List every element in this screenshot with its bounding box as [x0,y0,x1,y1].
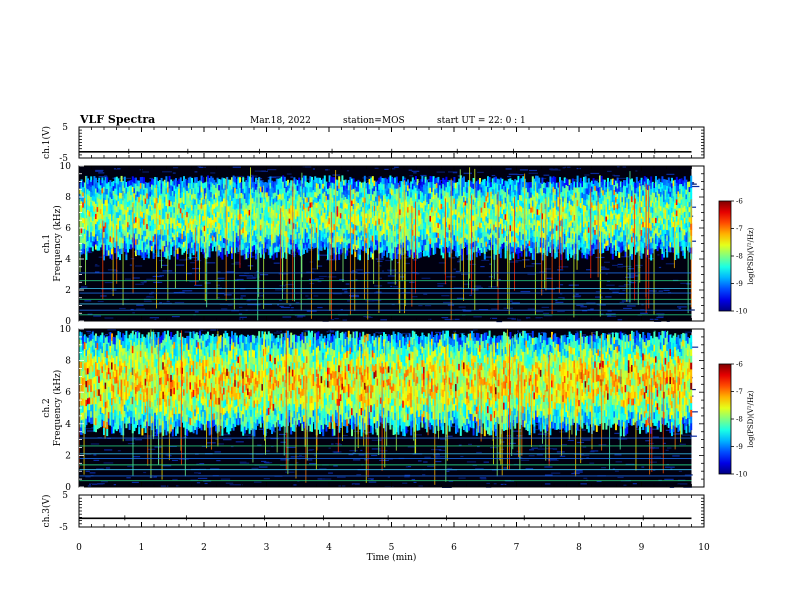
time-axis: 0 1 2 3 4 5 6 7 8 9 10 Time (min) [76,543,710,563]
x-tick-label: 2 [201,543,207,553]
y-tick-label: 0 [65,483,71,493]
colorbar-tick-label: -6 [736,361,743,369]
date-label: Mar.18, 2022 [250,116,311,126]
y-axis-label: ch.1(V) [41,126,52,159]
colorbar-label: log(PSD)(V²/Hz) [747,390,755,447]
y-tick-label: 0 [65,317,71,327]
x-tick-label: 10 [698,543,710,553]
ch1-spectrogram-panel: 0 2 4 6 8 10 ch.1Frequency (kHz) -6 -7 -8 -9 -10 log… [42,162,755,327]
colorbar-tick-label: -7 [736,225,743,233]
colorbar-tick-label: -9 [736,280,743,288]
ch2-spectrogram-panel: 0 2 4 6 8 10 ch.2Frequency (kHz) -6 -7 -8 -9 -10 log… [42,325,755,493]
y-axis-label: ch.1Frequency (kHz) [42,205,63,282]
colorbar-tick-label: -8 [736,253,743,261]
x-tick-label: 7 [514,543,520,553]
y-tick-label: 4 [65,420,71,430]
y-tick-label: 4 [65,255,71,265]
colorbar-tick-label: -9 [736,443,743,451]
colorbar-tick-label: -10 [736,471,747,479]
x-tick-label: 3 [264,543,270,553]
figure-title: VLF Spectra [79,113,155,126]
y-tick-label: 10 [60,325,72,335]
station-label: station=MOS [343,116,405,126]
x-axis-label: Time (min) [367,552,417,563]
ch1-waveform-panel: 5 -5 ch.1(V) [41,123,705,164]
colorbar-tick-label: -6 [736,198,743,206]
y-tick-label: 8 [65,357,71,367]
x-tick-label: 4 [326,543,332,553]
y-tick-label: 2 [65,286,71,296]
colorbar-tick-label: -8 [736,416,743,424]
x-tick-label: 8 [576,543,582,553]
colorbar-tick-label: -10 [736,308,747,316]
x-tick-label: 1 [139,543,145,553]
ch3-waveform-panel: 5 -5 ch.3(V) [41,491,705,533]
y-tick-label: 5 [62,123,68,133]
y-tick-label: 6 [65,388,71,398]
y-tick-label: 8 [65,193,71,203]
x-tick-label: 6 [451,543,457,553]
colorbar [718,200,732,312]
y-axis-label: ch.3(V) [41,495,52,528]
y-tick-label: 2 [65,451,71,461]
x-tick-label: 9 [639,543,645,553]
x-tick-label: 0 [76,543,82,553]
y-tick-label: 5 [62,491,68,501]
y-tick-label: 10 [60,162,72,172]
colorbar-tick-label: -7 [736,388,743,396]
y-tick-label: -5 [59,523,68,533]
colorbar-label: log(PSD)(V²/Hz) [747,227,755,284]
colorbar [718,363,732,475]
start-time-label: start UT = 22: 0 : 1 [437,116,526,126]
y-tick-label: 6 [65,224,71,234]
y-tick-label: -5 [59,154,68,164]
x-tick-label: 5 [389,543,395,553]
y-axis-label: ch.2Frequency (kHz) [42,370,63,447]
